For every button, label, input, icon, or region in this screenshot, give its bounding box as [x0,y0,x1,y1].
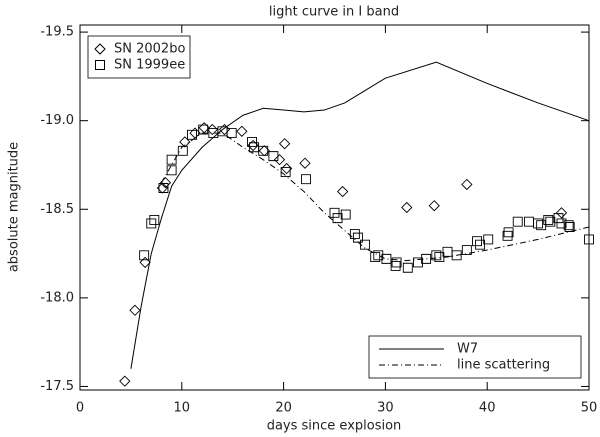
data-point [179,136,191,148]
data-point [166,154,177,165]
y-tick-label: -19.5 [40,25,74,40]
plot-frame [79,24,590,391]
x-tick-label: 20 [275,401,292,416]
data-point [301,174,311,185]
data-point [352,232,363,243]
data-point [247,136,257,147]
data-point [512,216,523,227]
data-point [187,129,197,140]
legend-label: SN 2002bo [114,42,185,57]
data-point [360,239,370,250]
data-point [166,165,177,176]
x-tick-label: 0 [76,401,84,416]
data-point [258,145,269,156]
data-point [332,213,343,224]
data-point [139,256,151,269]
data-line [130,61,590,369]
x-axis-label: days since explosion [267,419,402,434]
data-point [218,123,231,136]
data-point [129,304,141,316]
legend-label: W7 [457,342,478,357]
data-point [536,220,547,231]
y-tick-label: -17.5 [40,379,74,394]
data-point [431,250,442,261]
data-point [208,128,219,139]
data-point [340,209,351,220]
data-point [280,167,291,178]
data-point [461,245,472,255]
data-point [475,239,486,250]
y-tick-label: -18.5 [40,202,74,217]
data-point [146,218,157,229]
y-tick-label: -19.0 [40,113,74,128]
data-point [337,185,349,198]
data-point [451,250,462,261]
x-tick-label: 50 [581,401,598,416]
data-point [545,216,556,227]
legend-marker [94,43,106,55]
y-axis-label: absolute magnitude [7,142,22,272]
data-point [373,250,384,261]
data-point [268,151,279,162]
data-point [533,218,544,229]
legend-box [87,35,191,79]
data-point [278,138,291,150]
data-point [503,227,514,238]
data-point [273,154,286,166]
data-point [139,250,150,261]
data-point [391,257,402,268]
x-tick-label: 40 [479,401,496,416]
data-point [556,218,567,229]
data-point [226,128,237,139]
chart-title: light curve in I band [269,5,399,20]
data-point [177,145,188,156]
data-point [401,201,413,214]
data-point [563,220,574,231]
data-point [149,214,160,225]
data-point [584,234,594,245]
data-point [390,261,401,271]
data-point [329,207,340,218]
data-line [161,132,590,262]
y-tick-label: -18.0 [40,290,74,305]
data-point [543,214,554,225]
x-tick-label: 10 [174,401,191,416]
data-point [236,125,248,137]
data-point [461,178,473,191]
data-point [206,123,218,136]
data-point [553,213,564,224]
data-point [502,230,513,241]
legend-marker [95,60,105,70]
legend-label: line scattering [457,358,550,373]
data-point [281,162,293,175]
data-point [217,126,228,137]
x-tick-label: 30 [377,401,394,416]
data-point [413,257,423,268]
legend-label: SN 1999ee [114,58,185,73]
data-point [198,124,209,135]
data-point [370,252,381,263]
data-point [158,183,169,193]
data-point [442,246,453,257]
data-point [564,222,575,232]
data-point [299,157,311,169]
legend-box [368,335,582,379]
data-point [119,375,131,387]
data-point [483,234,494,245]
data-point [555,207,568,219]
data-point [381,253,392,264]
data-point [428,200,440,212]
data-point [523,216,534,227]
data-point [472,236,482,247]
data-point [421,253,432,264]
data-point [402,262,413,273]
